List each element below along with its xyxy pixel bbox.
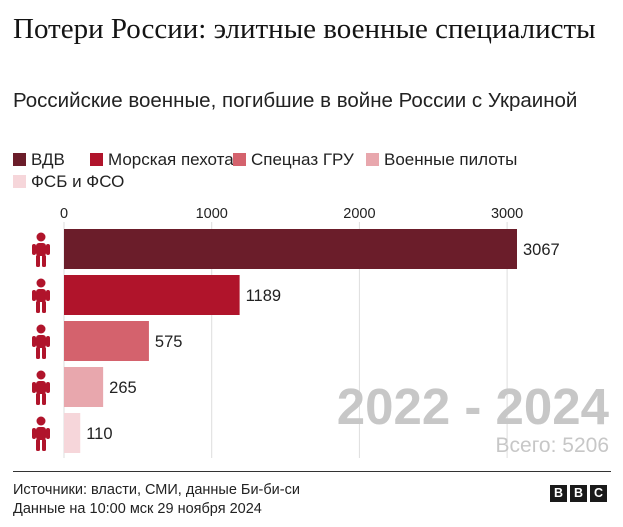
- legend-item: ФСБ и ФСО: [13, 171, 124, 193]
- x-tick-label: 2000: [343, 206, 375, 222]
- x-tick-label: 1000: [196, 206, 228, 222]
- bbc-logo-letter: B: [550, 485, 567, 502]
- data-label: 265: [109, 379, 137, 397]
- bbc-logo-letter: B: [570, 485, 587, 502]
- legend-swatch: [13, 175, 26, 188]
- x-tick-label: 0: [60, 206, 68, 222]
- legend-swatch: [13, 153, 26, 166]
- legend-swatch: [90, 153, 103, 166]
- legend-label: Морская пехота: [108, 150, 234, 169]
- legend-item: ВДВ: [13, 149, 65, 171]
- period-annotation: 2022 - 2024: [337, 378, 610, 435]
- legend-item: Морская пехота: [90, 149, 234, 171]
- soldier-icon: [32, 278, 50, 313]
- bar: [64, 275, 240, 315]
- bbc-logo: B B C: [550, 485, 607, 502]
- footer-divider: [13, 471, 611, 472]
- data-label: 3067: [523, 241, 560, 259]
- chart-subtitle: Российские военные, погибшие в войне Рос…: [13, 89, 578, 112]
- bar: [64, 321, 149, 361]
- data-label: 110: [86, 425, 112, 443]
- legend-label: ФСБ и ФСО: [31, 172, 125, 191]
- legend-item: Спецназ ГРУ: [233, 149, 354, 171]
- chart-title: Потери России: элитные военные специалис…: [13, 13, 596, 45]
- bar: [64, 367, 104, 407]
- legend-item: Военные пилоты: [366, 149, 517, 171]
- footer: Источники: власти, СМИ, данные Би-би-си …: [13, 481, 300, 519]
- bar: [64, 229, 517, 269]
- data-label: 575: [155, 333, 183, 351]
- soldier-icon: [32, 370, 50, 405]
- legend-swatch: [366, 153, 379, 166]
- legend-label: ВДВ: [31, 150, 65, 169]
- date-note: Данные на 10:00 мск 29 ноября 2024: [13, 501, 262, 517]
- legend-swatch: [233, 153, 246, 166]
- soldier-icon: [32, 324, 50, 359]
- soldier-icon: [32, 232, 50, 267]
- bbc-logo-letter: C: [590, 485, 607, 502]
- data-label: 1189: [246, 287, 281, 305]
- sources-note: Источники: власти, СМИ, данные Би-би-си: [13, 482, 300, 498]
- soldier-icon: [32, 416, 50, 451]
- bar: [64, 413, 81, 453]
- legend-label: Спецназ ГРУ: [251, 150, 354, 169]
- legend-label: Военные пилоты: [384, 150, 518, 169]
- x-tick-label: 3000: [491, 206, 523, 222]
- total-annotation: Всего: 5206: [496, 434, 609, 457]
